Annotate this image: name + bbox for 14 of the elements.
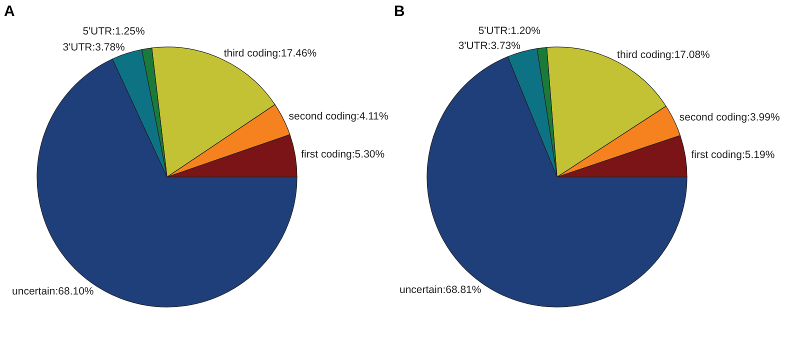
slice-label: 5'UTR:1.25% [82,26,145,38]
slice-label: third coding:17.46% [224,47,317,60]
slice-label: second coding:3.99% [679,112,780,124]
slice-label: 3'UTR:3.73% [458,40,520,52]
slice-label: 3'UTR:3.78% [62,42,125,54]
slice-label: second coding:4.11% [288,110,388,122]
chart-title: B [394,3,405,20]
slice-label: first coding:5.30% [301,148,385,160]
slice-label: uncertain:68.81% [399,284,482,296]
slice-label: third coding:17.08% [617,48,710,61]
slice-label: 5'UTR:1.20% [478,24,540,37]
chart-title: A [4,3,15,20]
slice-label: uncertain:68.10% [12,286,94,298]
slice-label: first coding:5.19% [691,148,775,161]
